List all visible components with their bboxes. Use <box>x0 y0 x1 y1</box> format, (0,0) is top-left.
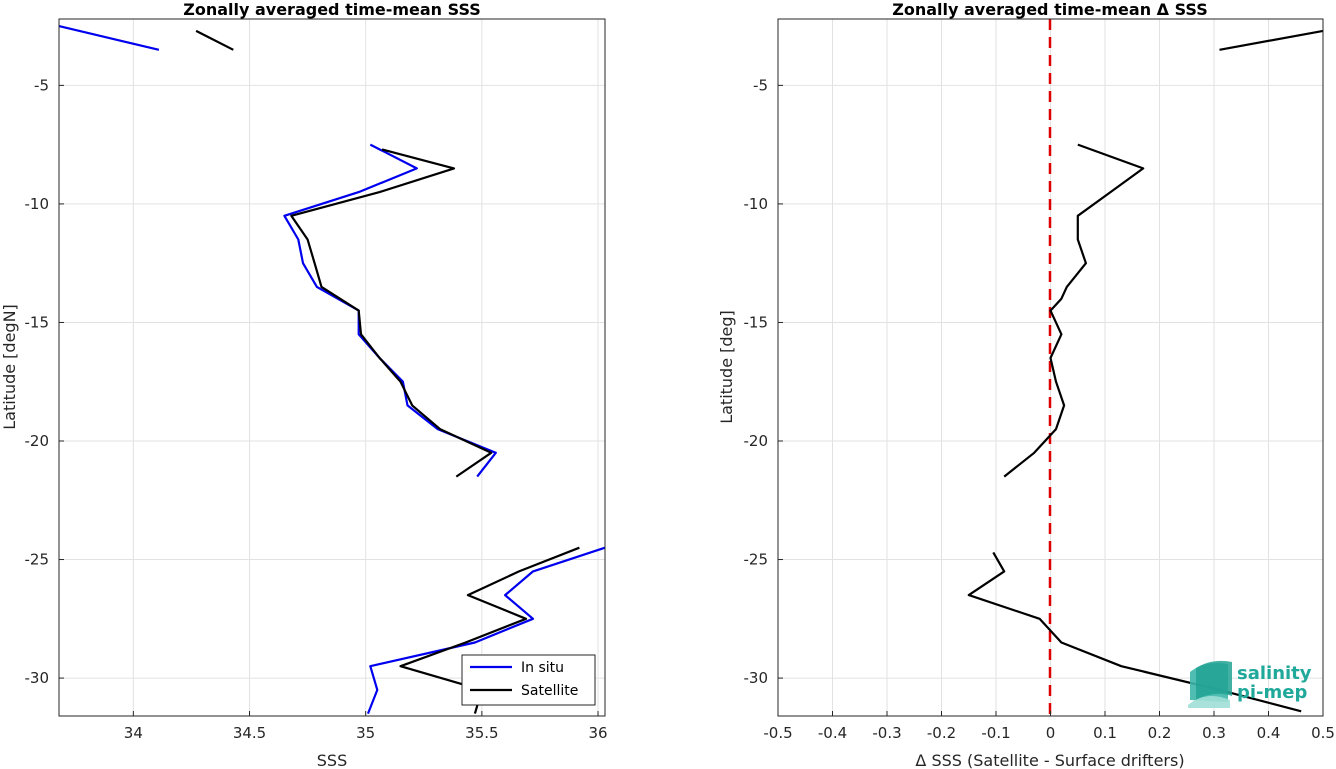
right-y-tick-label: -15 <box>744 313 769 331</box>
right-y-tick-label: -10 <box>744 195 769 213</box>
left-y-tick-label: -20 <box>25 432 50 450</box>
left-x-tick-label: 35.5 <box>465 724 498 742</box>
right-x-ticks: -0.5 -0.4 -0.3 -0.2 -0.1 0 0.1 0.2 0.3 0.4 0.5 <box>763 711 1335 742</box>
right-y-tick-label: -25 <box>744 551 769 569</box>
left-series-satellite-segment-1 <box>290 148 493 478</box>
right-x-tick-label: 0.3 <box>1202 724 1226 742</box>
left-x-axis-label: SSS <box>317 751 347 769</box>
salinity-pi-mep-logo: salinity pi-mep <box>1188 660 1312 708</box>
right-chart-title: Zonally averaged time-mean Δ SSS <box>892 0 1208 19</box>
right-series-delta-sss-segment-1 <box>1003 143 1145 478</box>
right-x-tick-label: 0 <box>1046 724 1056 742</box>
right-series <box>967 29 1324 713</box>
right-x-tick-label: 0.5 <box>1311 724 1335 742</box>
logo-text-salinity: salinity <box>1237 663 1312 684</box>
left-chart-title: Zonally averaged time-mean SSS <box>183 0 481 19</box>
left-x-ticks: 34 34.5 35 35.5 36 <box>124 711 608 742</box>
left-series-in-situ-segment-0 <box>58 25 160 51</box>
left-y-tick-label: -30 <box>25 669 50 687</box>
right-x-tick-label: 0.1 <box>1093 724 1117 742</box>
left-y-tick-label: -15 <box>25 313 50 331</box>
right-x-tick-label: -0.3 <box>872 724 901 742</box>
sss-panel: 34 34.5 35 35.5 36 -5 -10 -15 -20 -25 -30 Zonally… <box>0 0 608 769</box>
left-y-tick-label: -5 <box>34 76 49 94</box>
left-series <box>58 25 606 715</box>
right-y-ticks: -5 -10 -15 -20 -25 -30 <box>744 76 783 687</box>
right-x-tick-label: -0.1 <box>981 724 1010 742</box>
right-y-tick-label: -5 <box>753 76 768 94</box>
left-grid <box>59 19 605 716</box>
left-y-ticks: -5 -10 -15 -20 -25 -30 <box>25 76 64 687</box>
right-y-tick-label: -30 <box>744 669 769 687</box>
right-x-axis-label: Δ SSS (Satellite - Surface drifters) <box>915 751 1184 769</box>
legend-box <box>461 654 596 706</box>
left-x-tick-label: 36 <box>588 724 607 742</box>
left-y-axis-label: Latitude [degN] <box>0 304 19 430</box>
left-series-satellite-segment-0 <box>195 29 234 51</box>
right-x-tick-label: -0.5 <box>763 724 792 742</box>
delta-sss-panel: -0.5 -0.4 -0.3 -0.2 -0.1 0 0.1 0.2 0.3 0.4 0.5 -5-… <box>717 0 1335 769</box>
legend-label-satellite: Satellite <box>521 683 578 699</box>
left-y-tick-label: -10 <box>25 195 50 213</box>
right-x-tick-label: -0.4 <box>818 724 847 742</box>
right-x-tick-label: 0.4 <box>1257 724 1281 742</box>
left-plot-frame <box>58 18 606 717</box>
left-y-tick-label: -25 <box>25 551 50 569</box>
left-x-tick-label: 34.5 <box>233 724 266 742</box>
left-x-tick-label: 35 <box>356 724 375 742</box>
legend-label-in-situ: In situ <box>521 660 564 676</box>
logo-text-pi-mep: pi-mep <box>1237 682 1307 703</box>
left-series-in-situ-segment-2 <box>366 546 606 715</box>
right-x-tick-label: -0.2 <box>927 724 956 742</box>
right-y-axis-label: Latitude [deg] <box>717 310 736 424</box>
legend: In situ Satellite <box>461 654 596 706</box>
right-series-delta-sss-segment-0 <box>1219 29 1324 51</box>
left-series-in-situ-segment-1 <box>283 143 497 478</box>
right-x-tick-label: 0.2 <box>1148 724 1172 742</box>
wave-icon <box>1188 660 1232 708</box>
left-x-tick-label: 34 <box>124 724 143 742</box>
right-y-tick-label: -20 <box>744 432 769 450</box>
